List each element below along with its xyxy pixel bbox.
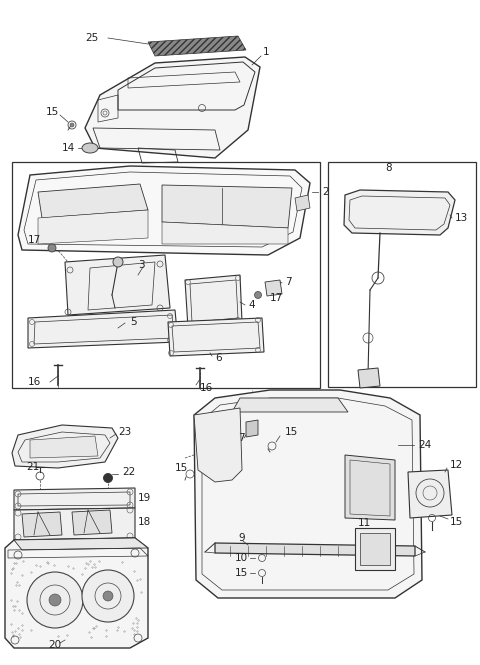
Polygon shape <box>38 184 148 218</box>
Circle shape <box>49 594 61 606</box>
Text: 17: 17 <box>28 235 41 245</box>
Polygon shape <box>358 368 380 388</box>
Polygon shape <box>265 280 282 296</box>
Text: 14: 14 <box>62 143 75 153</box>
Text: 20: 20 <box>48 640 61 650</box>
Polygon shape <box>194 390 422 598</box>
Circle shape <box>82 570 134 622</box>
Ellipse shape <box>82 143 98 153</box>
Polygon shape <box>295 195 310 211</box>
Text: 24: 24 <box>418 440 431 450</box>
Circle shape <box>113 257 123 267</box>
Polygon shape <box>360 533 390 565</box>
Text: 13: 13 <box>455 213 468 223</box>
Text: 21: 21 <box>26 462 39 472</box>
Text: 15: 15 <box>175 463 188 473</box>
Text: 8: 8 <box>385 163 392 173</box>
Text: 12: 12 <box>450 460 463 470</box>
Polygon shape <box>168 318 264 356</box>
Polygon shape <box>14 488 135 510</box>
Polygon shape <box>408 470 452 518</box>
Text: 16: 16 <box>200 383 213 393</box>
Circle shape <box>48 244 56 252</box>
Text: 3: 3 <box>138 260 144 270</box>
Text: 7: 7 <box>285 277 292 287</box>
Text: 10: 10 <box>235 553 248 563</box>
Circle shape <box>103 591 113 601</box>
Text: 18: 18 <box>138 517 151 527</box>
Text: 23: 23 <box>118 427 131 437</box>
Polygon shape <box>215 543 415 556</box>
Bar <box>328 162 476 387</box>
Text: 2: 2 <box>322 187 329 197</box>
Polygon shape <box>162 185 292 228</box>
Text: 7: 7 <box>238 433 245 443</box>
Polygon shape <box>28 310 178 348</box>
Text: 25: 25 <box>85 33 98 43</box>
Text: 19: 19 <box>138 493 151 503</box>
Polygon shape <box>345 455 395 520</box>
Polygon shape <box>65 255 170 315</box>
Polygon shape <box>344 190 455 235</box>
Polygon shape <box>30 436 98 458</box>
Polygon shape <box>232 398 348 412</box>
Polygon shape <box>185 275 242 328</box>
Polygon shape <box>18 166 310 255</box>
Polygon shape <box>22 512 62 537</box>
Polygon shape <box>355 528 395 570</box>
Polygon shape <box>85 57 260 158</box>
Circle shape <box>70 123 74 127</box>
Text: 16: 16 <box>28 377 41 387</box>
Polygon shape <box>38 210 148 244</box>
Text: 15: 15 <box>46 107 59 117</box>
Polygon shape <box>72 510 112 535</box>
Text: 4: 4 <box>248 300 254 310</box>
Text: 15: 15 <box>285 427 298 437</box>
Bar <box>12 162 320 388</box>
Polygon shape <box>14 538 148 550</box>
Text: 15: 15 <box>235 568 248 578</box>
Polygon shape <box>246 420 258 437</box>
Polygon shape <box>12 425 118 468</box>
Text: 15: 15 <box>450 517 463 527</box>
Text: 11: 11 <box>358 518 371 528</box>
Text: 6: 6 <box>215 353 222 363</box>
Text: 22: 22 <box>122 467 135 477</box>
Polygon shape <box>194 408 242 482</box>
Circle shape <box>254 291 262 299</box>
Text: 17: 17 <box>270 293 283 303</box>
Polygon shape <box>14 508 135 540</box>
Text: 5: 5 <box>130 317 137 327</box>
Polygon shape <box>148 36 246 56</box>
Polygon shape <box>162 222 288 244</box>
Polygon shape <box>5 538 148 648</box>
Text: 1: 1 <box>263 47 270 57</box>
Circle shape <box>27 572 83 628</box>
Text: 9: 9 <box>238 533 245 543</box>
Circle shape <box>104 473 112 483</box>
